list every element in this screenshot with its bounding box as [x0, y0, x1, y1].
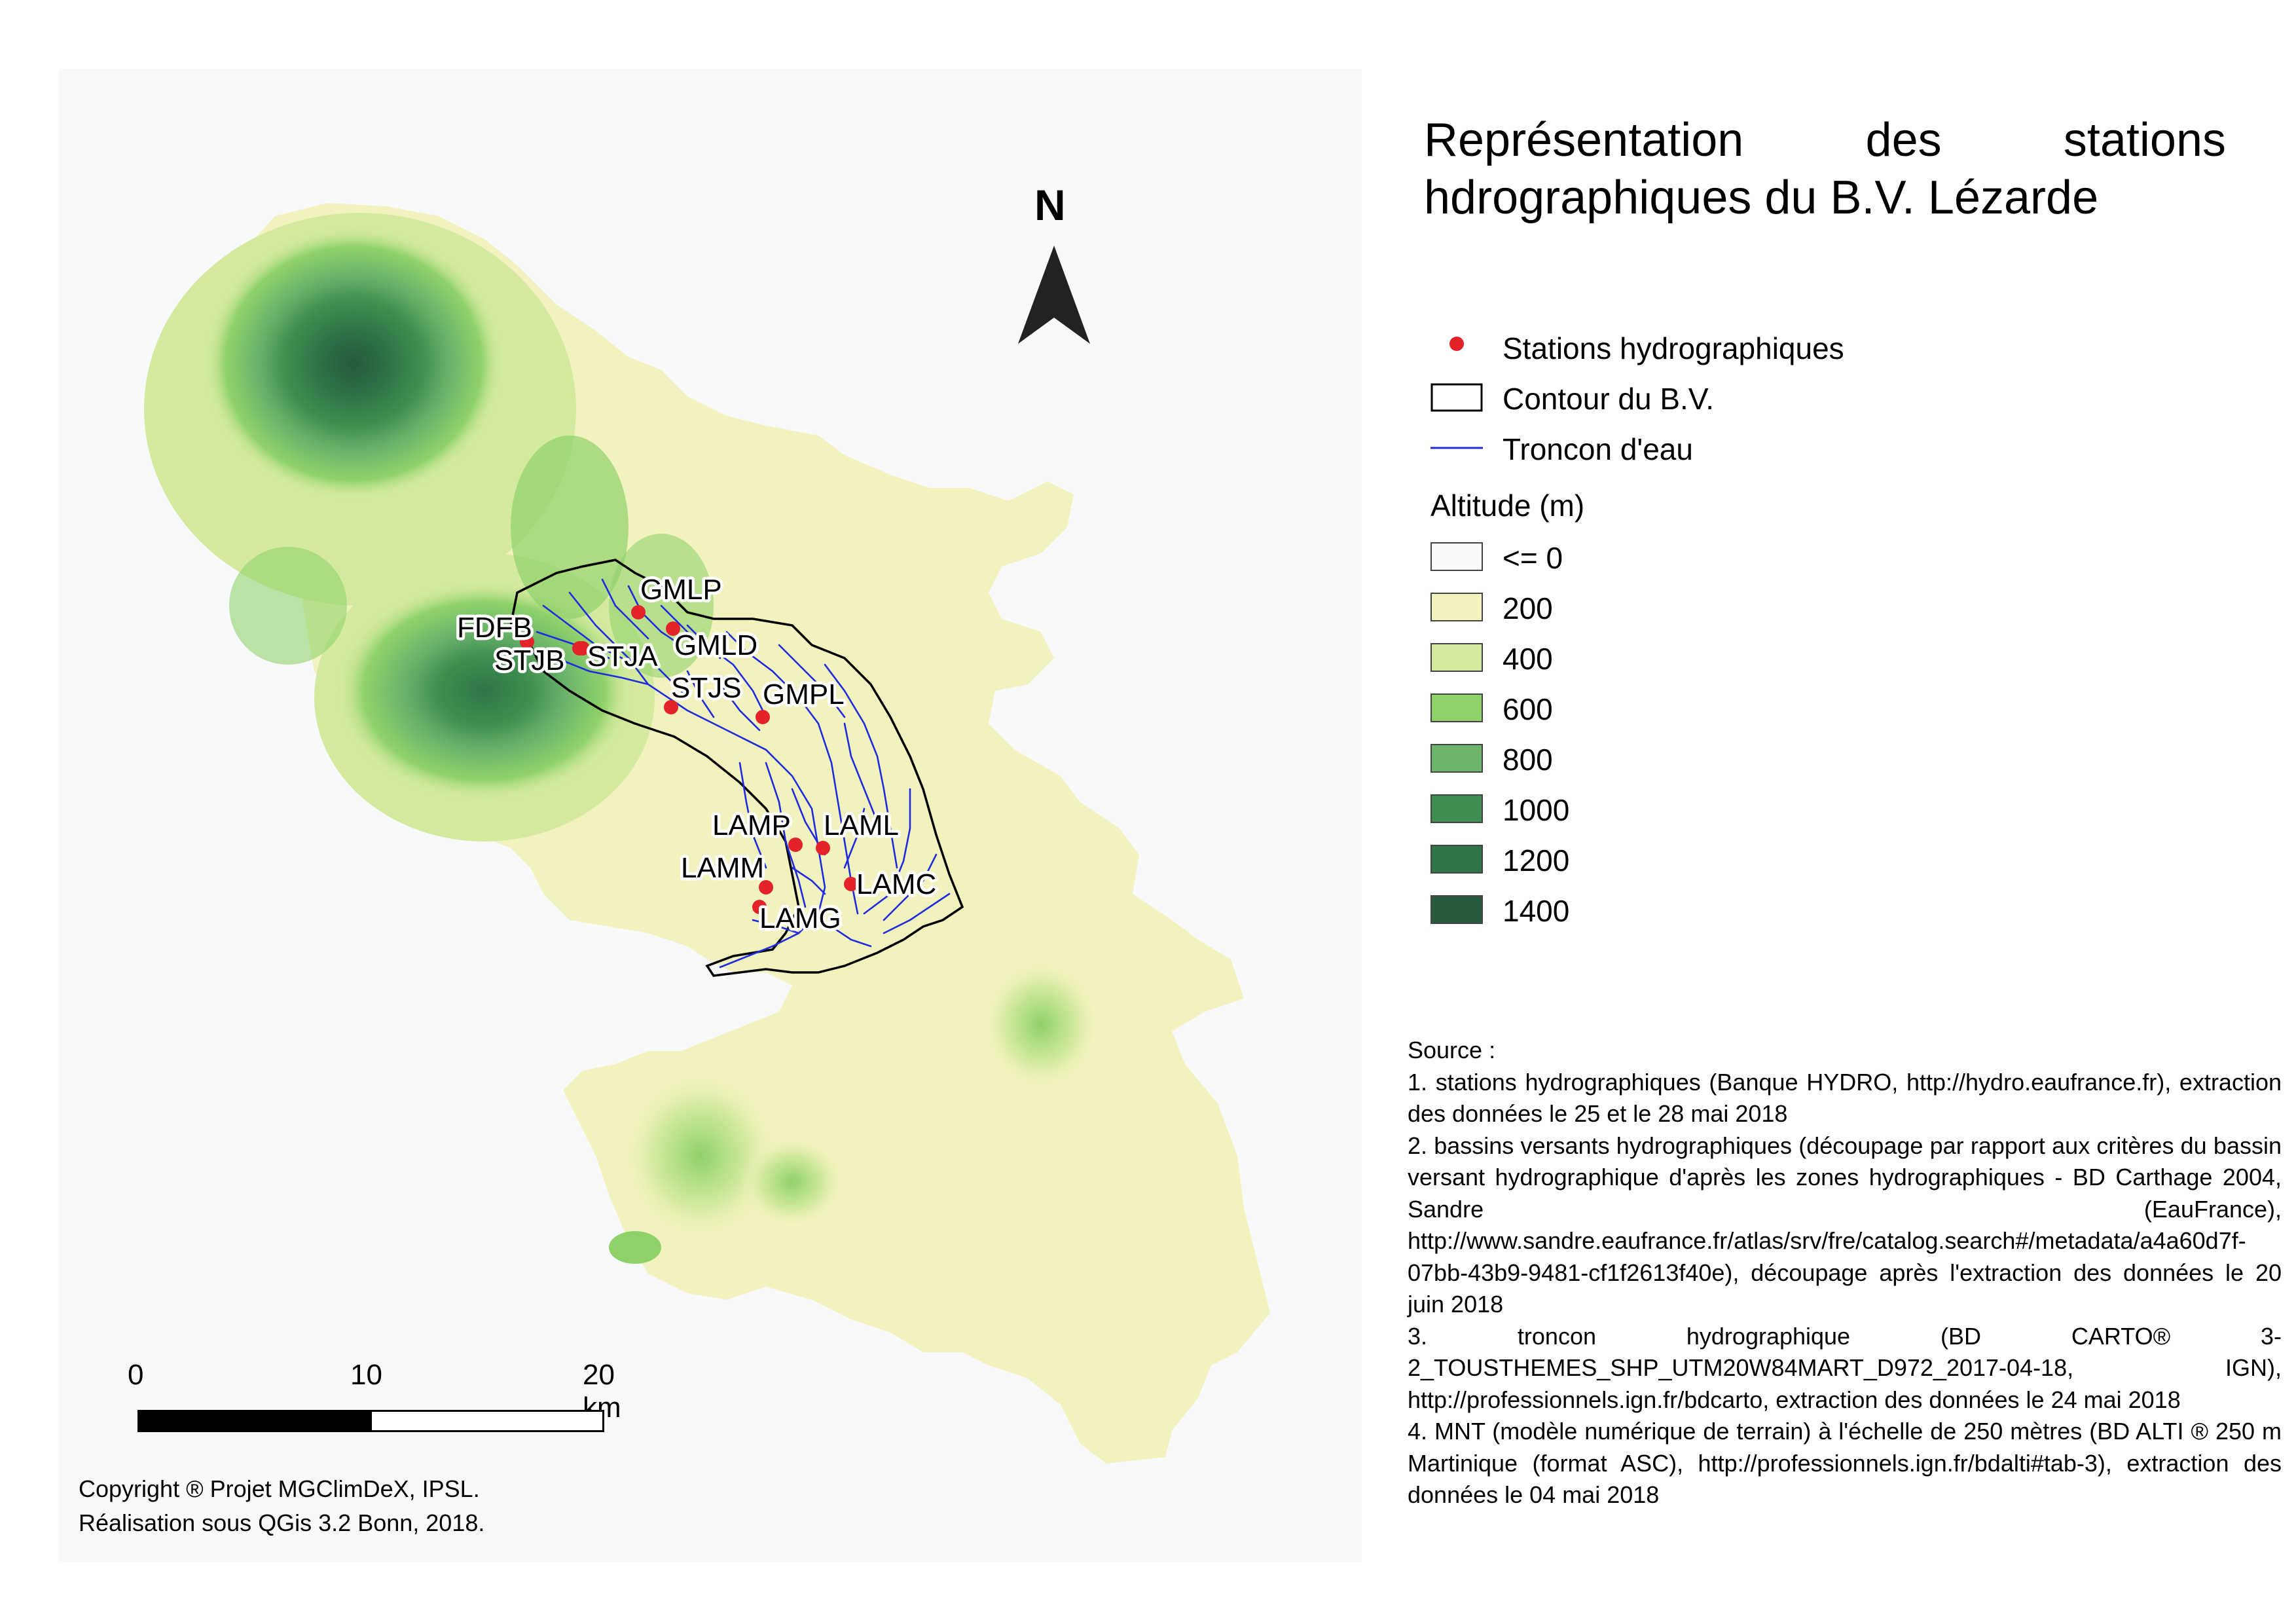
station-laml[interactable]: LAML	[816, 807, 902, 855]
station-label: LAMP	[712, 809, 791, 841]
station-stjb[interactable]: STJB	[492, 641, 587, 680]
altitude-swatch	[1430, 593, 1483, 621]
river-network	[536, 578, 951, 969]
scale-label-10: 10	[350, 1359, 382, 1391]
legend-label-contour: Contour du B.V.	[1503, 382, 1715, 416]
legend-label-stations: Stations hydrographiques	[1503, 331, 1844, 365]
altitude-class-label: 400	[1503, 642, 1553, 676]
station-marker-icon[interactable]	[756, 710, 770, 724]
source-item-2: 2. bassins versants hydrographiques (déc…	[1408, 1132, 2282, 1318]
pitons-massif	[334, 580, 635, 802]
altitude-class-label: 1200	[1503, 843, 1570, 877]
station-marker-icon[interactable]	[666, 621, 680, 636]
river-line-icon	[1430, 447, 1483, 449]
station-label: LAML	[824, 809, 899, 841]
station-marker-icon[interactable]	[759, 880, 773, 895]
altitude-class-label: 800	[1503, 743, 1553, 777]
station-stjs[interactable]: STJS	[664, 669, 744, 714]
station-label: STJB	[494, 644, 565, 676]
source-item-1: 1. stations hydrographiques (Banque HYDR…	[1408, 1068, 2282, 1128]
station-lamc[interactable]: LAMC	[844, 866, 939, 904]
south-hills-1	[622, 1071, 779, 1241]
station-gmlp[interactable]: GMLP	[631, 571, 725, 619]
south-hills-4	[609, 1231, 661, 1264]
station-label: LAMM	[681, 852, 764, 884]
watershed-contour	[509, 559, 964, 977]
scale-segment-white	[370, 1410, 604, 1432]
station-label: STJA	[587, 640, 658, 673]
station-label: LAMG	[759, 902, 841, 934]
station-lamg[interactable]: LAMG	[752, 900, 844, 938]
station-label: GMLD	[674, 629, 757, 661]
altitude-heading: Altitude (m)	[1430, 489, 1585, 523]
station-lamp[interactable]: LAMP	[710, 807, 803, 852]
sources-block: Source : 1. stations hydrographiques (Ba…	[1408, 1035, 2282, 1511]
scale-bar: 0 10 20 km	[128, 1359, 621, 1437]
station-label: STJS	[671, 672, 742, 704]
altitude-class-label: 1000	[1503, 793, 1570, 827]
station-label: FDFB	[457, 612, 532, 644]
station-stja[interactable]: STJA	[575, 638, 661, 676]
station-marker-icon[interactable]	[816, 841, 830, 855]
altitude-class-label: 600	[1503, 692, 1553, 726]
station-marker-icon[interactable]	[752, 900, 767, 914]
map-frame: GMLP GMLD FDFB STJB STJA STJS GMPL LAMP LAML LAMM…	[59, 69, 1362, 1562]
south-hills-3	[740, 1136, 845, 1228]
station-marker-icon[interactable]	[575, 641, 590, 655]
river-main	[568, 591, 826, 969]
altitude-swatch	[1430, 542, 1483, 571]
north-label: N	[1034, 181, 1066, 229]
station-dot-icon	[1449, 337, 1464, 351]
altitude-swatch	[1430, 794, 1483, 823]
sources-heading: Source :	[1408, 1037, 1496, 1063]
altitude-class-label: <= 0	[1503, 541, 1563, 575]
source-item-3: 3. troncon hydrographique (BD CARTO® 3-2…	[1408, 1322, 2282, 1413]
map-title: Représentation des stations hdrographiqu…	[1424, 114, 2226, 224]
south-hills-2	[982, 959, 1100, 1090]
altitude-swatch	[1430, 693, 1483, 722]
station-label: LAMC	[856, 868, 936, 900]
altitude-swatch	[1430, 845, 1483, 874]
north-arrow-icon	[1018, 246, 1090, 344]
copyright-text: Copyright ® Projet MGClimDeX, IPSL. Réal…	[79, 1475, 485, 1536]
ridge-1	[511, 435, 629, 619]
station-gmpl[interactable]: GMPL	[756, 676, 847, 724]
station-marker-icon[interactable]	[788, 838, 803, 852]
station-marker-icon[interactable]	[844, 877, 858, 891]
scale-label-0: 0	[128, 1359, 144, 1391]
scale-label-20: 20 km	[583, 1359, 621, 1424]
station-marker-icon[interactable]	[664, 700, 678, 714]
altitude-swatch	[1430, 895, 1483, 924]
legend-label-troncon: Troncon d'eau	[1503, 432, 1693, 466]
ridge-3	[229, 547, 347, 665]
station-label: GMLP	[640, 574, 722, 606]
source-item-4: 4. MNT (modèle numérique de terrain) à l…	[1408, 1418, 2282, 1508]
station-fdfb[interactable]: FDFB	[454, 609, 535, 649]
altitude-swatch	[1430, 744, 1483, 773]
station-lamm[interactable]: LAMM	[678, 849, 773, 895]
station-label: GMPL	[763, 678, 845, 710]
altitude-class-label: 1400	[1503, 894, 1570, 928]
altitude-swatch	[1430, 643, 1483, 672]
contour-box-icon	[1430, 383, 1483, 412]
altitude-class-label: 200	[1503, 591, 1553, 625]
station-gmld[interactable]: GMLD	[666, 621, 761, 665]
station-marker-icon[interactable]	[631, 605, 646, 619]
station-marker-icon[interactable]	[520, 635, 534, 649]
pelee-massif	[203, 226, 504, 501]
scale-segment-black	[137, 1410, 372, 1432]
